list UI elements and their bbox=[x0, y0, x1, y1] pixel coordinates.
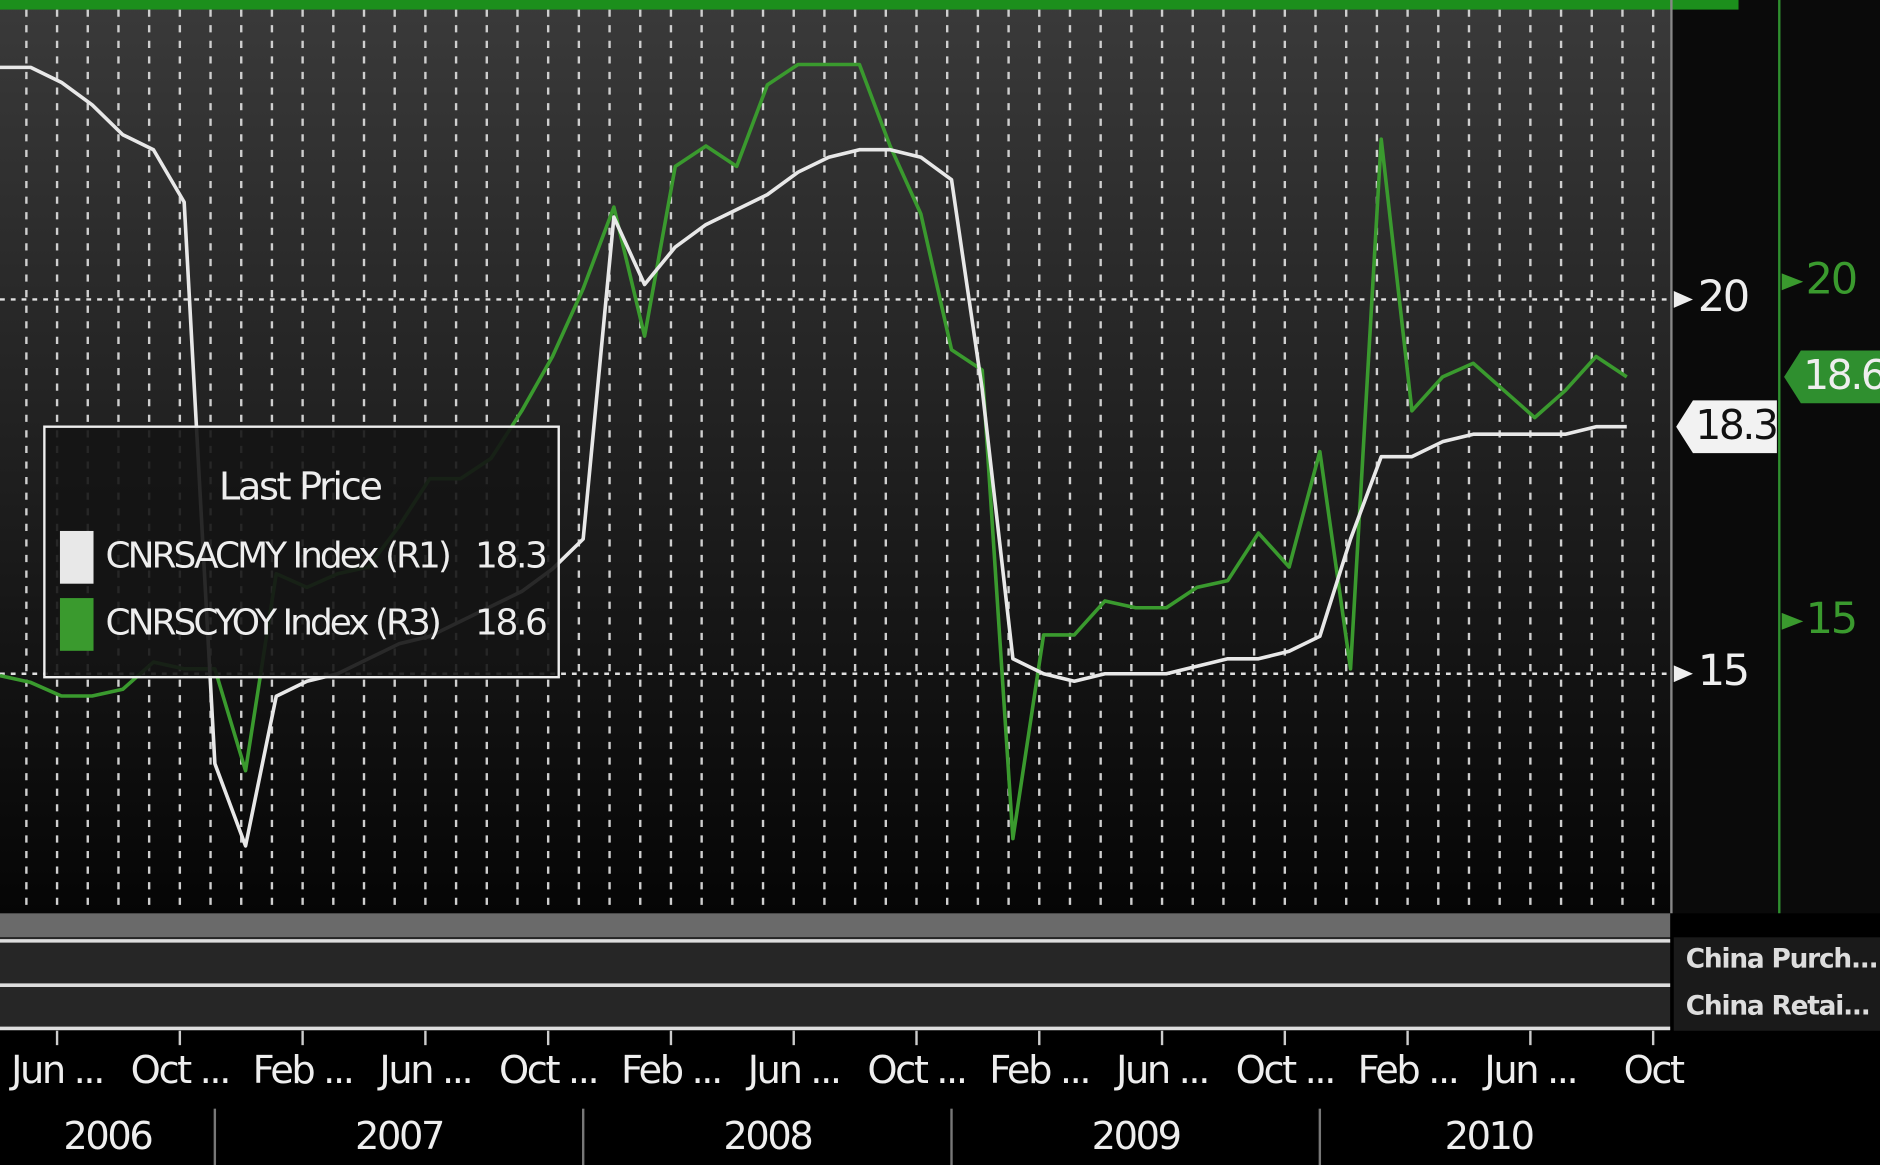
legend-swatch bbox=[59, 530, 94, 584]
x-tick-label: Jun ... bbox=[9, 1048, 103, 1093]
legend-swatch bbox=[59, 598, 94, 651]
y2-tick-mark bbox=[1781, 273, 1804, 291]
legend-title: Last Price bbox=[219, 465, 382, 510]
panel-label: China Retai... bbox=[1686, 991, 1870, 1021]
x-tick-label: Feb ... bbox=[621, 1048, 721, 1093]
axis-area bbox=[1670, 0, 1880, 914]
axes: 15 20 15 20 Jun ... Oct ... Feb ... Jun ... Oct … bbox=[9, 254, 1880, 1165]
year-label: 2008 bbox=[723, 1114, 811, 1159]
panel-label: China Purch... bbox=[1686, 945, 1878, 975]
panel-divider bbox=[0, 913, 1671, 938]
x-tick-label: Jun ... bbox=[1114, 1048, 1208, 1093]
y2-tick-label: 20 bbox=[1806, 254, 1856, 304]
x-tick-label: Oct bbox=[1624, 1048, 1685, 1093]
year-label: 2006 bbox=[63, 1114, 151, 1159]
legend-box bbox=[43, 425, 560, 679]
y2-tick-label: 15 bbox=[1806, 594, 1856, 644]
y-tick-label: 15 bbox=[1698, 646, 1748, 696]
x-tick-label: Jun ... bbox=[746, 1048, 840, 1093]
legend-label: CNRSACMY Index (R1) bbox=[106, 535, 449, 576]
year-label: 2007 bbox=[355, 1114, 443, 1159]
series-line bbox=[0, 65, 1627, 848]
last-value-badge bbox=[1676, 400, 1777, 454]
x-tick-label: Oct ... bbox=[1236, 1048, 1334, 1093]
top-bar bbox=[0, 0, 1739, 10]
year-label: 2010 bbox=[1445, 1114, 1533, 1159]
last-value-label: 18.3 bbox=[1695, 401, 1776, 449]
x-tick-label: Jun ... bbox=[1482, 1048, 1576, 1093]
x-tick-label: Jun ... bbox=[377, 1048, 471, 1093]
last-value-label: 18.6 bbox=[1803, 351, 1880, 399]
legend-label: CNRSCYOY Index (R3) bbox=[106, 602, 439, 643]
x-tick-label: Oct ... bbox=[867, 1048, 965, 1093]
legend-value: 18.6 bbox=[475, 602, 546, 643]
last-value-badge bbox=[1784, 350, 1880, 404]
y-tick-label: 20 bbox=[1698, 272, 1748, 322]
x-tick-label: Feb ... bbox=[989, 1048, 1089, 1093]
year-label: 2009 bbox=[1092, 1114, 1180, 1159]
panel-labels-box bbox=[1673, 937, 1880, 1031]
y2-tick-mark bbox=[1781, 612, 1804, 630]
x-tick-label: Oct ... bbox=[499, 1048, 597, 1093]
x-tick-label: Oct ... bbox=[131, 1048, 229, 1093]
legend-value: 18.3 bbox=[475, 535, 545, 576]
y-tick-mark bbox=[1673, 665, 1693, 683]
x-tick-label: Feb ... bbox=[1358, 1048, 1458, 1093]
x-tick-label: Feb ... bbox=[253, 1048, 353, 1093]
legend: Last Price CNRSACMY Index (R1) 18.3 CNRSCY… bbox=[43, 425, 560, 679]
y-tick-mark bbox=[1673, 291, 1693, 308]
